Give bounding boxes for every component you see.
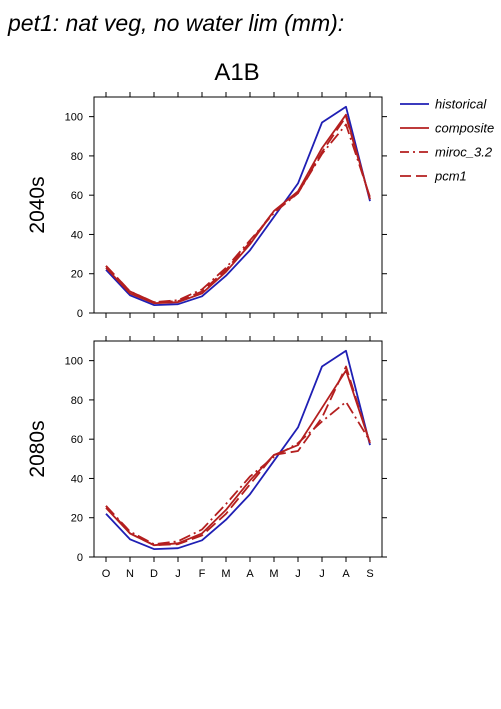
y-tick-label: 0 (77, 308, 83, 320)
x-tick-label: A (246, 568, 254, 580)
figure-title: pet1: nat veg, no water lim (mm): (7, 10, 344, 36)
plot-frame (93, 340, 383, 558)
legend-label: pcm1 (434, 169, 467, 184)
y-tick-label: 40 (71, 473, 83, 485)
y-tick-label: 0 (77, 552, 83, 564)
series-line-miroc-3-2 (105, 123, 371, 304)
scenario-title: A1B (214, 59, 259, 86)
series-line-pcm1 (105, 115, 371, 304)
chart-panel-2040s: 0 20 40 60 80 100 2040s (26, 92, 387, 320)
y-tick-label: 40 (71, 229, 83, 241)
chart-panel-2080s: 0 20 40 60 80 100 O N D J F M A M J J A S 2080s (26, 336, 387, 580)
x-tick-label: M (269, 568, 278, 580)
series-line-historical (105, 105, 371, 307)
x-tick-label: A (342, 568, 350, 580)
x-tick-label: J (295, 568, 301, 580)
plot-frame (93, 96, 383, 314)
y-tick-label: 20 (71, 269, 83, 281)
y-tick-label: 100 (65, 356, 83, 368)
x-tick-label: N (126, 568, 134, 580)
x-tick-label: M (221, 568, 230, 580)
legend-label: composite (435, 121, 494, 136)
x-tick-label: O (102, 568, 111, 580)
legend: historical composite miroc_3.2 pcm1 (400, 97, 494, 184)
y-axis-label: 2080s (26, 420, 49, 477)
series-line-composite (105, 369, 371, 547)
y-tick-label: 100 (65, 112, 83, 124)
series-line-historical (105, 349, 371, 550)
y-axis-label: 2040s (26, 176, 49, 233)
x-tick-label: S (366, 568, 373, 580)
x-tick-label: F (199, 568, 206, 580)
x-tick-label: J (175, 568, 181, 580)
series-line-pcm1 (105, 365, 371, 547)
series-line-miroc-3-2 (105, 400, 371, 546)
y-tick-label: 80 (71, 151, 83, 163)
x-tick-label: J (319, 568, 325, 580)
series-line-composite (105, 113, 371, 305)
x-tick-label: D (150, 568, 158, 580)
y-tick-label: 20 (71, 513, 83, 525)
legend-label: miroc_3.2 (435, 145, 493, 160)
legend-label: historical (435, 97, 487, 112)
y-tick-label: 60 (71, 434, 83, 446)
y-tick-label: 60 (71, 190, 83, 202)
y-tick-label: 80 (71, 395, 83, 407)
